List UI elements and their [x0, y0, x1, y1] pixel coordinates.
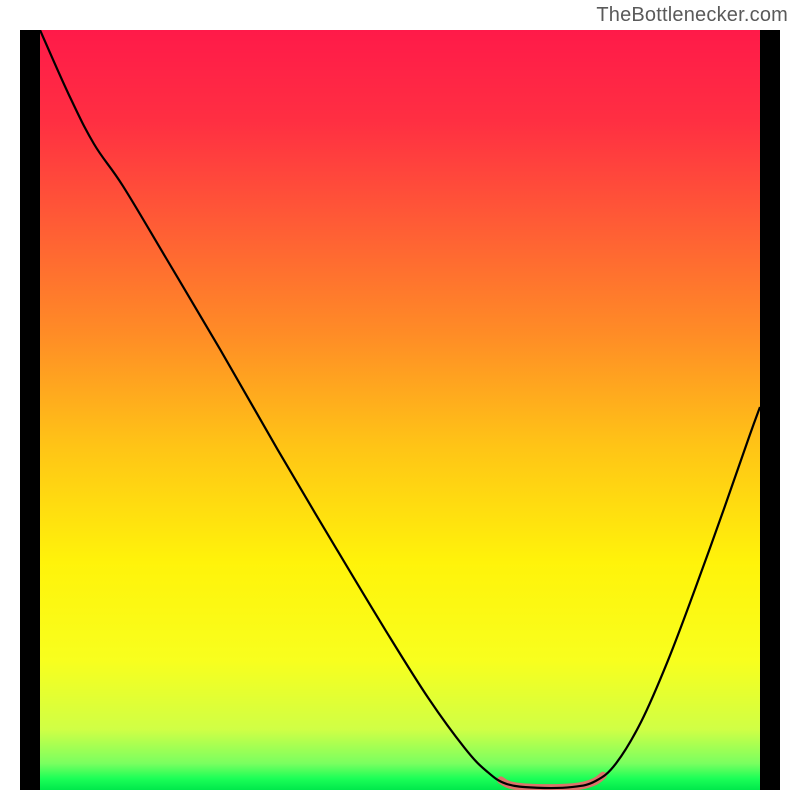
root-container: TheBottlenecker.com: [0, 0, 800, 800]
gradient-rect: [40, 30, 760, 790]
chart-frame: [20, 30, 780, 790]
gradient-svg: [40, 30, 760, 790]
plot-area: [40, 30, 760, 790]
watermark-text: TheBottlenecker.com: [596, 4, 788, 27]
